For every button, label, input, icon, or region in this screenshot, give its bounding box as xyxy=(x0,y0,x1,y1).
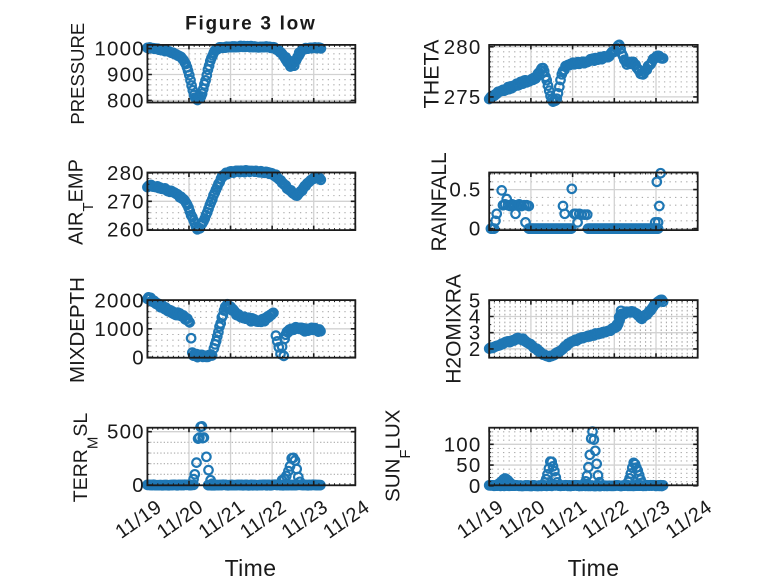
svg-text:1000: 1000 xyxy=(94,38,144,61)
svg-text:Time: Time xyxy=(225,555,277,581)
svg-text:5: 5 xyxy=(469,289,482,312)
svg-text:280: 280 xyxy=(444,36,482,59)
svg-text:H2OMIXRA: H2OMIXRA xyxy=(442,274,465,384)
svg-text:Time: Time xyxy=(568,555,620,581)
svg-text:800: 800 xyxy=(107,89,145,112)
svg-text:280: 280 xyxy=(107,162,145,185)
svg-text:100: 100 xyxy=(444,433,482,456)
svg-text:1000: 1000 xyxy=(94,318,144,341)
svg-text:0: 0 xyxy=(132,474,145,497)
svg-text:RAINFALL: RAINFALL xyxy=(428,152,451,251)
svg-text:3: 3 xyxy=(469,322,482,345)
svg-text:2000: 2000 xyxy=(94,289,144,312)
svg-text:PRESSURE: PRESSURE xyxy=(67,23,88,125)
svg-text:4: 4 xyxy=(469,306,482,329)
svg-text:900: 900 xyxy=(107,64,145,87)
svg-text:50: 50 xyxy=(456,454,481,477)
svg-text:Figure 3 low: Figure 3 low xyxy=(185,14,316,35)
svg-text:0: 0 xyxy=(132,346,145,369)
svg-text:270: 270 xyxy=(107,190,145,213)
svg-text:275: 275 xyxy=(444,86,482,109)
svg-text:MIXDEPTH: MIXDEPTH xyxy=(66,277,89,383)
svg-text:260: 260 xyxy=(107,219,145,242)
svg-text:0: 0 xyxy=(469,218,482,241)
svg-text:0.5: 0.5 xyxy=(449,179,481,202)
svg-text:0: 0 xyxy=(469,475,482,498)
svg-text:500: 500 xyxy=(107,421,145,444)
svg-text:2: 2 xyxy=(469,338,482,361)
svg-text:THETA: THETA xyxy=(420,39,444,109)
